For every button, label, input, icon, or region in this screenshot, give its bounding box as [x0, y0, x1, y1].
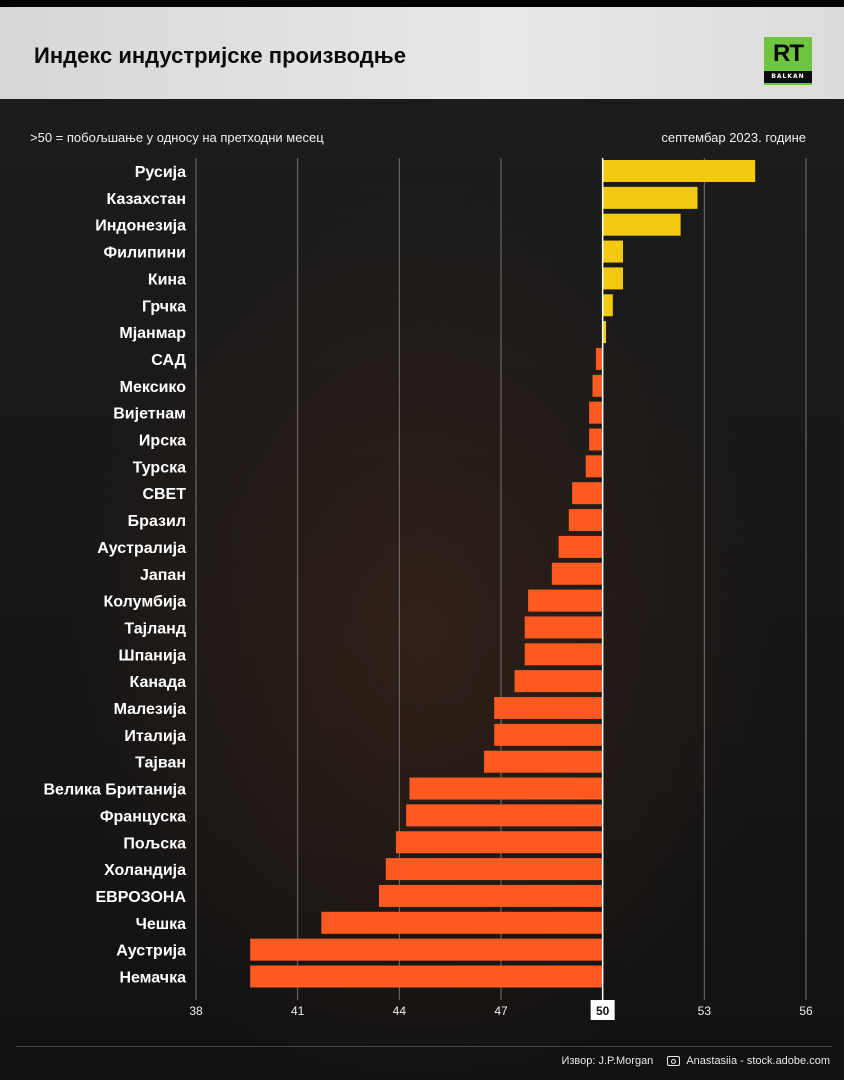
- header: Индекс индустријске производње RT BALKAN: [0, 7, 844, 99]
- category-label: Филипини: [104, 245, 187, 262]
- top-strip: [0, 0, 844, 7]
- x-tick-label: 47: [494, 1004, 508, 1018]
- bar: [551, 562, 603, 585]
- source-text: Извор: J.P.Morgan: [561, 1055, 654, 1067]
- bar: [585, 455, 603, 478]
- category-label: СВЕТ: [142, 486, 186, 503]
- category-label: Канада: [130, 674, 187, 691]
- category-label: Холандија: [104, 862, 186, 879]
- category-label: Јапан: [140, 567, 186, 584]
- category-label: Ирска: [139, 433, 186, 450]
- bar: [250, 938, 603, 961]
- x-tick-label: 38: [189, 1004, 203, 1018]
- category-label: Мјанмар: [119, 325, 186, 342]
- category-label: Вијетнам: [113, 406, 186, 423]
- x-tick-label: 44: [393, 1004, 407, 1018]
- bar: [568, 509, 603, 532]
- category-label: Тајланд: [124, 620, 186, 637]
- bar: [572, 482, 603, 505]
- baseline-tick-bg: [590, 1000, 615, 1020]
- x-tick-label: 41: [291, 1004, 305, 1018]
- category-label: ЕВРОЗОНА: [96, 889, 187, 906]
- category-label: Пољска: [123, 835, 186, 852]
- category-label: САД: [151, 352, 186, 369]
- category-label: Бразил: [128, 513, 186, 530]
- bar: [528, 589, 603, 612]
- category-label: Тајван: [135, 755, 186, 772]
- x-tick-label: 50: [596, 1004, 610, 1018]
- category-label: Немачка: [119, 970, 186, 987]
- category-label: Аустрија: [116, 943, 186, 960]
- bar: [602, 267, 623, 290]
- category-label: Француска: [100, 808, 186, 825]
- category-label: Шпанија: [119, 647, 187, 664]
- bar: [602, 294, 613, 317]
- category-label: Аустралија: [97, 540, 186, 557]
- category-label: Казахстан: [107, 191, 187, 208]
- bar: [602, 186, 698, 209]
- category-label: Индонезија: [95, 218, 186, 235]
- bar: [409, 777, 603, 800]
- bar: [602, 321, 607, 344]
- bar: [514, 670, 603, 693]
- page-title: Индекс индустријске производње: [34, 43, 406, 68]
- rt-logo: RT BALKAN: [764, 37, 812, 85]
- bar: [524, 616, 603, 639]
- chart-subtitle: >50 = побољшање у односу на претходни ме…: [30, 130, 324, 145]
- logo-text: RT: [773, 40, 804, 67]
- category-label: Италија: [124, 728, 186, 745]
- logo-subtext: BALKAN: [764, 71, 812, 83]
- bar-chart: 38 41 44 47 50 53 56 Русија Казахстан Индонезија Ф…: [44, 158, 813, 1020]
- category-label: Грчка: [142, 298, 186, 315]
- camera-icon: [667, 1056, 681, 1066]
- bar: [484, 750, 603, 773]
- bar: [250, 965, 603, 988]
- bar: [558, 535, 603, 558]
- category-label: Кина: [148, 271, 186, 288]
- bar: [595, 347, 603, 370]
- bar: [602, 240, 623, 263]
- bar: [395, 831, 603, 854]
- bar: [602, 213, 681, 236]
- bar: [321, 911, 603, 934]
- bar: [406, 804, 603, 827]
- bar: [379, 884, 603, 907]
- bar: [524, 643, 603, 666]
- x-tick-label: 56: [799, 1004, 813, 1018]
- footer: Извор: J.P.Morgan Anastasiia - stock.ado…: [561, 1055, 830, 1067]
- category-label: Чешка: [136, 916, 186, 933]
- bar: [494, 723, 603, 746]
- category-label: Велика Британија: [44, 782, 187, 799]
- category-label: Малезија: [114, 701, 187, 718]
- bar: [602, 160, 756, 182]
- footer-divider: [16, 1046, 832, 1047]
- category-label: Турска: [133, 459, 187, 476]
- photo-credit: Anastasiia - stock.adobe.com: [686, 1055, 830, 1067]
- date-label: септембар 2023. године: [661, 130, 806, 145]
- x-tick-label: 53: [698, 1004, 712, 1018]
- category-label: Колумбија: [104, 594, 187, 611]
- bar: [589, 401, 603, 424]
- category-label: Русија: [135, 164, 186, 181]
- bar: [385, 858, 603, 881]
- bar: [589, 428, 603, 451]
- category-label: Мексико: [120, 379, 187, 396]
- bar: [494, 697, 603, 719]
- bar: [592, 374, 603, 397]
